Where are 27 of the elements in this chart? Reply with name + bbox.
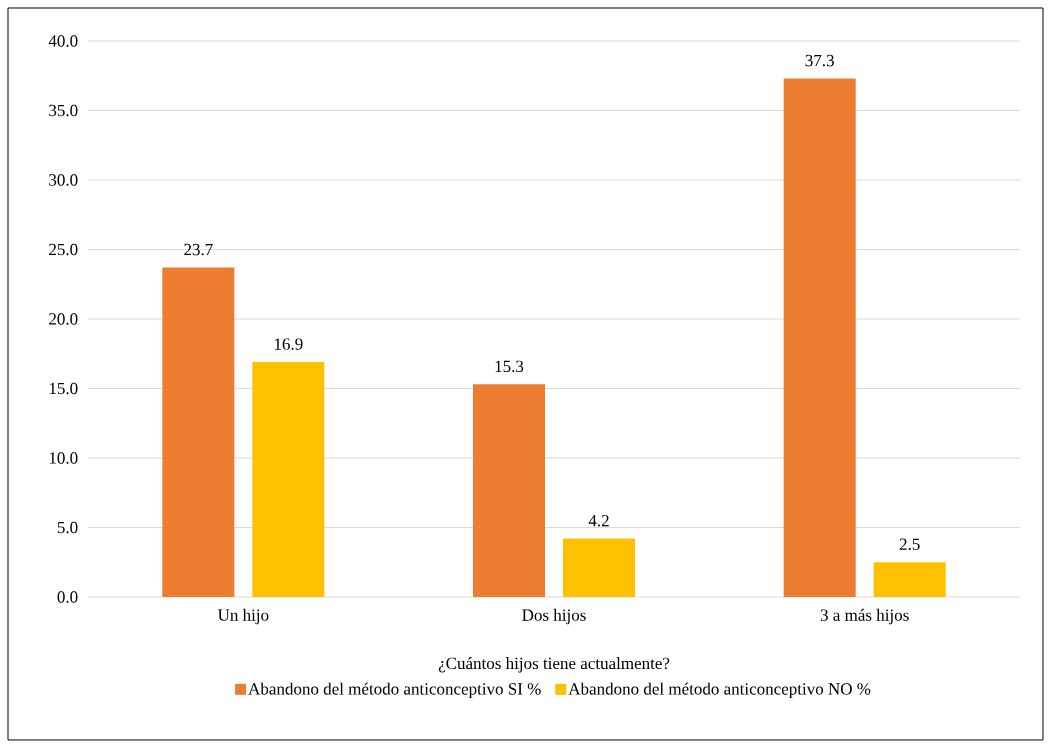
y-tick-label: 10.0 — [49, 452, 78, 464]
data-label: 15.3 — [495, 360, 524, 373]
y-tick-label: 20.0 — [49, 313, 78, 325]
bar — [563, 538, 636, 597]
bar — [252, 362, 325, 597]
legend-label: Abandono del método anticonceptivo SI % — [248, 682, 541, 699]
data-label: 23.7 — [184, 243, 213, 256]
y-tick-label: 30.0 — [49, 174, 78, 186]
x-tick-label: 3 a más hijos — [820, 608, 909, 625]
y-tick-label: 5.0 — [57, 521, 78, 534]
x-tick-label: Dos hijos — [522, 608, 586, 625]
x-tick-label: Un hijo — [217, 608, 269, 625]
y-tick-label: 25.0 — [49, 243, 78, 256]
data-label: 16.9 — [274, 338, 303, 350]
data-label: 2.5 — [899, 538, 920, 551]
data-label: 37.3 — [805, 54, 834, 67]
y-tick-label: 35.0 — [49, 104, 78, 117]
y-tick-label: 15.0 — [49, 382, 78, 395]
legend-label: Abandono del método anticonceptivo NO % — [568, 682, 871, 699]
bar — [873, 562, 946, 597]
x-axis-title: ¿Cuántos hijos tiene actualmente? — [438, 657, 670, 673]
y-tick-label: 40.0 — [48, 35, 78, 47]
bar — [473, 384, 546, 597]
data-label: 4.2 — [588, 514, 609, 527]
bar — [783, 78, 856, 597]
y-tick-label: 0.0 — [57, 591, 78, 603]
bar — [162, 267, 235, 597]
